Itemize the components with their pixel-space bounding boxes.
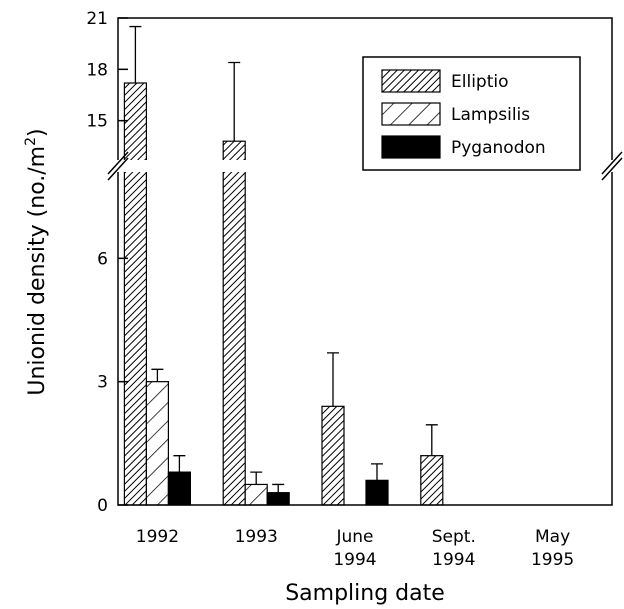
axis-break-mark — [601, 151, 623, 181]
error-bar — [173, 455, 186, 473]
y-tick-label: 0 — [97, 496, 108, 516]
x-tick-label: 1995 — [531, 550, 574, 570]
y-tick-label: 21 — [86, 9, 108, 29]
legend-swatch — [381, 102, 441, 126]
y-tick-label: 15 — [86, 112, 108, 132]
error-bar — [272, 483, 285, 493]
bar — [321, 405, 345, 506]
legend-label: Elliptio — [451, 72, 509, 92]
x-tick-label: 1992 — [136, 527, 179, 547]
legend-label: Lampsilis — [451, 105, 530, 125]
legend-label: Pyganodon — [451, 138, 546, 158]
x-tick-label: 1993 — [235, 527, 278, 547]
bar — [266, 492, 290, 506]
x-tick-label: June — [335, 527, 373, 547]
legend-swatch — [381, 135, 441, 159]
bar — [420, 455, 444, 506]
y-tick-label: 3 — [97, 373, 108, 393]
y-tick-label: 18 — [86, 60, 108, 80]
bar — [145, 381, 169, 506]
error-bar — [250, 471, 263, 485]
bar — [244, 483, 268, 506]
plot-frame — [117, 17, 613, 506]
error-bar — [151, 368, 164, 382]
bar — [222, 140, 246, 506]
error-bar — [228, 61, 241, 142]
y-tick-label: 6 — [97, 249, 108, 269]
axis-break-mark — [107, 151, 129, 181]
bar — [123, 82, 148, 506]
x-tick-label: May — [535, 527, 570, 547]
x-tick-label: 1994 — [333, 550, 376, 570]
legend-swatch — [381, 69, 441, 93]
error-bar — [371, 463, 383, 481]
error-bar — [425, 424, 438, 456]
error-bar — [327, 352, 339, 407]
x-axis-label: Sampling date — [285, 581, 445, 606]
x-tick-label: 1994 — [432, 550, 475, 570]
bar — [167, 471, 191, 506]
x-tick-label: Sept. — [432, 527, 476, 547]
error-bar — [129, 25, 142, 84]
bar — [365, 479, 389, 506]
y-axis-label: Unionid density (no./m2) — [23, 128, 50, 395]
